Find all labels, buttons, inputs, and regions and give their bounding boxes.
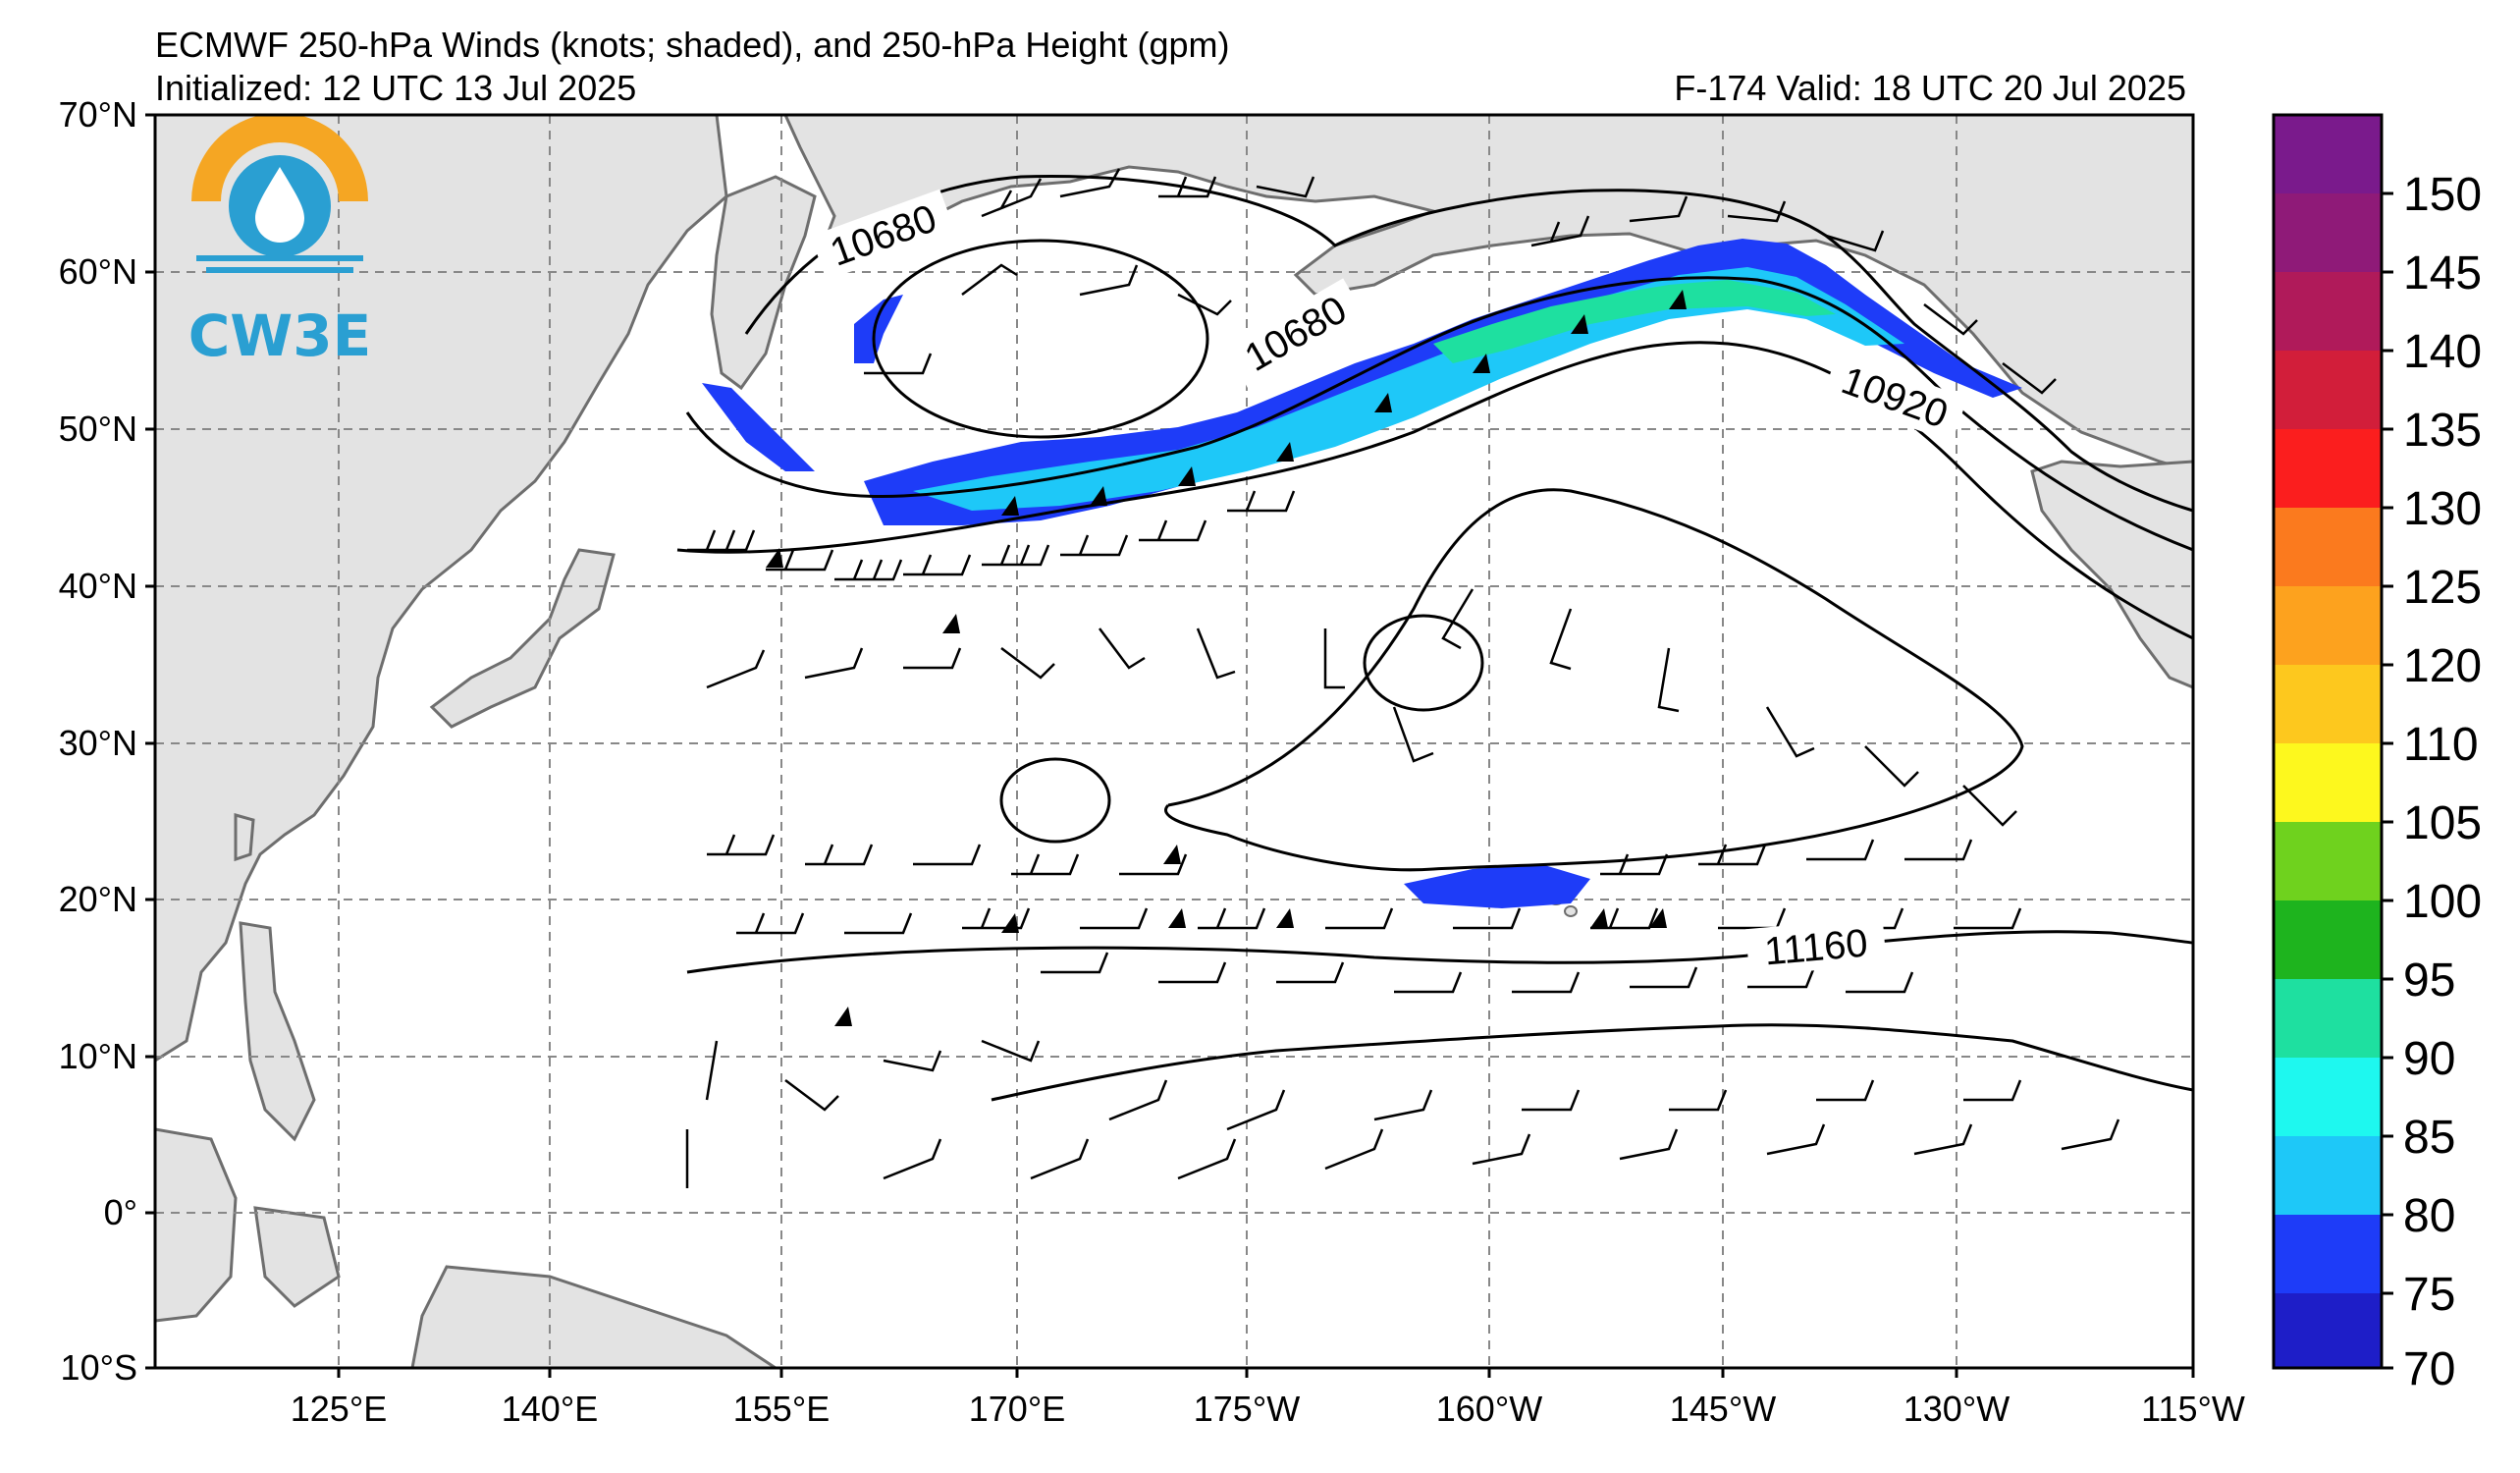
- colorbar-label: 85: [2403, 1112, 2455, 1164]
- lon-label: 130°W: [1903, 1389, 2010, 1429]
- colorbar-label: 80: [2403, 1190, 2455, 1242]
- colorbar-label: 105: [2403, 797, 2482, 849]
- map-panel: 10680 10680 10920 11160 CW3E: [155, 115, 2193, 1368]
- jet-west: [702, 383, 815, 471]
- lat-label: 0°: [104, 1192, 137, 1232]
- colorbar-swatch: [2274, 351, 2382, 429]
- colorbar-border: [2272, 113, 2384, 1370]
- land-kamchatka: [710, 175, 817, 391]
- colorbar-label: 100: [2403, 876, 2482, 928]
- jet-north-core: [913, 267, 1904, 511]
- colorbar-swatch: [2274, 115, 2382, 193]
- colorbar-label: 125: [2403, 562, 2482, 614]
- wind-barbs: [685, 168, 2120, 1188]
- lat-label: 60°N: [59, 251, 137, 292]
- colorbar-swatch: [2274, 900, 2382, 979]
- lon-label: 160°W: [1436, 1389, 1542, 1429]
- jet-northwest: [854, 295, 903, 363]
- colorbar-swatch: [2274, 1058, 2382, 1136]
- lat-label: 10°S: [61, 1347, 137, 1388]
- lon-label: 170°E: [969, 1389, 1065, 1429]
- colorbar-swatch: [2274, 743, 2382, 822]
- colorbar-label: 95: [2403, 955, 2455, 1007]
- logo-text: CW3E: [188, 302, 372, 369]
- colorbar-swatch: [2274, 508, 2382, 586]
- lat-label: 30°N: [59, 723, 137, 763]
- height-contours: [676, 175, 2193, 1102]
- jet-north-fast: [1433, 280, 1836, 363]
- land-new-guinea: [410, 1265, 778, 1368]
- land-taiwan: [234, 813, 255, 862]
- contour-label-11160: 11160: [1763, 921, 1870, 973]
- lat-label: 50°N: [59, 409, 137, 449]
- cw3e-logo: CW3E: [188, 115, 372, 369]
- colorbar-swatch: [2274, 586, 2382, 665]
- colorbar-swatch: [2274, 979, 2382, 1058]
- axis-ticks: [145, 113, 2195, 1378]
- valid-time: F-174 Valid: 18 UTC 20 Jul 2025: [1674, 68, 2186, 108]
- wind-pennants: [766, 290, 1687, 1026]
- land-asia: [155, 115, 728, 1063]
- lon-label: 175°W: [1194, 1389, 1300, 1429]
- colorbar-label: 150: [2403, 169, 2482, 221]
- lat-label: 40°N: [59, 566, 137, 606]
- colorbar-swatch: [2274, 429, 2382, 508]
- map-title: ECMWF 250-hPa Winds (knots; shaded), and…: [155, 25, 1230, 65]
- colorbar-label: 90: [2403, 1033, 2455, 1085]
- colorbar-swatch: [2274, 193, 2382, 272]
- colorbar-label: 110: [2403, 719, 2479, 771]
- initialized-time: Initialized: 12 UTC 13 Jul 2025: [155, 68, 637, 108]
- colorbar-swatch: [2274, 665, 2382, 743]
- colorbar-ticks: [2382, 191, 2393, 1370]
- lon-labels: 125°E 140°E 155°E 170°E 175°W 160°W 145°…: [291, 1389, 2245, 1429]
- lon-label: 125°E: [291, 1389, 387, 1429]
- lat-label: 70°N: [59, 94, 137, 135]
- lon-label: 115°W: [2141, 1389, 2245, 1429]
- colorbar-label: 130: [2403, 483, 2482, 535]
- lat-label: 10°N: [59, 1036, 137, 1076]
- lon-label: 155°E: [733, 1389, 830, 1429]
- colorbar-label: 70: [2403, 1343, 2455, 1395]
- lon-label: 145°W: [1670, 1389, 1776, 1429]
- colorbar-swatch: [2274, 822, 2382, 900]
- colorbar-label: 75: [2403, 1269, 2455, 1321]
- colorbar-label: 140: [2403, 326, 2482, 378]
- land-north-america-west: [2030, 460, 2193, 689]
- colorbar: 150 145 140 135 130 125 120 110 105 100 …: [2272, 113, 2482, 1395]
- logo-drop-icon: [255, 167, 304, 243]
- colorbar-swatch: [2274, 1215, 2382, 1293]
- land-borneo-indonesia: [155, 1127, 341, 1323]
- lon-label: 140°E: [502, 1389, 598, 1429]
- jet-subtropical: [1404, 864, 1590, 908]
- map-border: [153, 113, 2195, 1370]
- lat-label: 20°N: [59, 879, 137, 919]
- colorbar-swatch: [2274, 1293, 2382, 1368]
- logo-sun-arc: [191, 115, 368, 201]
- colorbar-label: 135: [2403, 405, 2482, 457]
- colorbar-label: 145: [2403, 247, 2482, 300]
- colorbar-swatch: [2274, 272, 2382, 351]
- land-philippines: [239, 921, 316, 1142]
- lat-labels: 70°N 60°N 50°N 40°N 30°N 20°N 10°N 0° 10…: [59, 94, 137, 1388]
- jet-shading: [702, 239, 2022, 908]
- colorbar-swatch: [2274, 1136, 2382, 1215]
- colorbar-label: 120: [2403, 640, 2482, 692]
- land: [155, 115, 2193, 1368]
